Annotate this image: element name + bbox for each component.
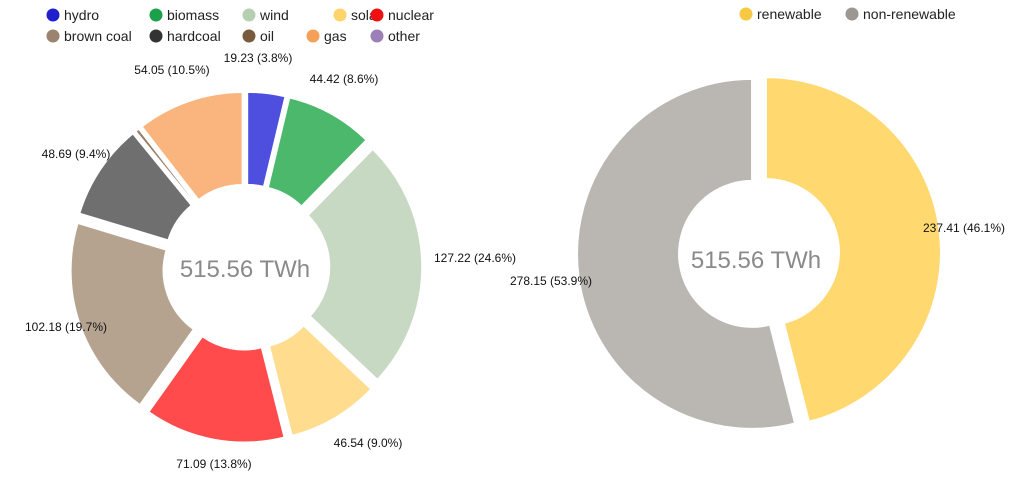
data-label-biomass: 44.42 (8.6%) bbox=[310, 72, 379, 86]
legend-swatch-renewable bbox=[739, 7, 753, 21]
data-label-hardcoal: 48.69 (9.4%) bbox=[42, 147, 111, 161]
legend-swatch-hydro bbox=[46, 8, 60, 22]
legend-label-biomass: biomass bbox=[167, 7, 219, 23]
legend-swatch-oil bbox=[242, 29, 256, 43]
legend-swatch-nuclear bbox=[370, 8, 384, 22]
renewable-center-label: 515.56 TWh bbox=[691, 247, 821, 274]
legend-label-nuclear: nuclear bbox=[388, 7, 434, 23]
data-label-non-renewable: 278.15 (53.9%) bbox=[510, 274, 592, 288]
legend-item-non-renewable[interactable]: non-renewable bbox=[845, 6, 956, 22]
renewable-donut-chart: renewable non-renewable 237.41 (46.1%) 278… bbox=[510, 6, 1005, 430]
data-label-brown-coal: 102.18 (19.7%) bbox=[25, 320, 107, 334]
legend-label-hydro: hydro bbox=[64, 7, 99, 23]
legend-item-wind[interactable]: wind bbox=[242, 7, 289, 23]
legend-item-gas[interactable]: gas bbox=[306, 28, 347, 44]
legend-label-non-renewable: non-renewable bbox=[863, 6, 956, 22]
renewable-legend: renewable non-renewable bbox=[739, 6, 956, 22]
data-label-wind: 127.22 (24.6%) bbox=[434, 251, 516, 265]
legend-item-oil[interactable]: oil bbox=[242, 28, 275, 44]
data-label-solar: 46.54 (9.0%) bbox=[334, 436, 403, 450]
data-label-nuclear: 71.09 (13.8%) bbox=[176, 457, 251, 471]
legend-swatch-hardcoal bbox=[149, 29, 163, 43]
slice-hardcoal bbox=[78, 132, 193, 242]
legend-item-biomass[interactable]: biomass bbox=[149, 7, 220, 23]
legend-label-oil: oil bbox=[260, 28, 274, 44]
generation-data-labels: 19.23 (3.8%) 44.42 (8.6%) 127.22 (24.6%) 46… bbox=[25, 51, 516, 471]
legend-item-hydro[interactable]: hydro bbox=[46, 7, 100, 23]
legend-item-hardcoal[interactable]: hardcoal bbox=[149, 28, 221, 44]
legend-label-brown-coal: brown coal bbox=[64, 28, 132, 44]
slice-wind bbox=[306, 147, 424, 381]
legend-item-brown-coal[interactable]: brown coal bbox=[46, 28, 132, 44]
legend-label-other: other bbox=[388, 28, 420, 44]
slice-gas bbox=[140, 91, 244, 202]
renewable-slices bbox=[576, 76, 942, 430]
legend-item-renewable[interactable]: renewable bbox=[739, 6, 822, 22]
legend-swatch-gas bbox=[306, 29, 320, 43]
legend-swatch-biomass bbox=[149, 8, 163, 22]
legend-swatch-solar bbox=[333, 8, 347, 22]
slice-biomass bbox=[266, 96, 368, 208]
legend-label-renewable: renewable bbox=[757, 6, 822, 22]
renewable-data-labels: 237.41 (46.1%) 278.15 (53.9%) bbox=[510, 221, 1005, 288]
slice-brown-coal bbox=[69, 221, 195, 407]
slice-nuclear bbox=[147, 335, 286, 444]
generation-center-label: 515.56 TWh bbox=[180, 256, 310, 283]
data-label-hydro: 19.23 (3.8%) bbox=[224, 51, 293, 65]
legend-item-other[interactable]: other bbox=[370, 28, 421, 44]
legend-swatch-non-renewable bbox=[845, 7, 859, 21]
data-label-gas: 54.05 (10.5%) bbox=[134, 63, 209, 77]
legend-swatch-wind bbox=[242, 8, 256, 22]
data-label-renewable: 237.41 (46.1%) bbox=[923, 221, 1005, 235]
legend-label-hardcoal: hardcoal bbox=[167, 28, 221, 44]
slice-hydro bbox=[246, 90, 287, 188]
legend-label-wind: wind bbox=[259, 7, 289, 23]
generation-slices bbox=[69, 90, 424, 444]
legend-label-gas: gas bbox=[324, 28, 347, 44]
legend-item-nuclear[interactable]: nuclear bbox=[370, 7, 435, 23]
legend-swatch-other bbox=[370, 29, 384, 43]
slice-solar bbox=[267, 324, 373, 437]
slice-non-renewable bbox=[576, 77, 797, 430]
slice-oil bbox=[134, 127, 197, 205]
legend-swatch-brown-coal bbox=[46, 29, 60, 43]
slice-renewable bbox=[764, 76, 942, 423]
